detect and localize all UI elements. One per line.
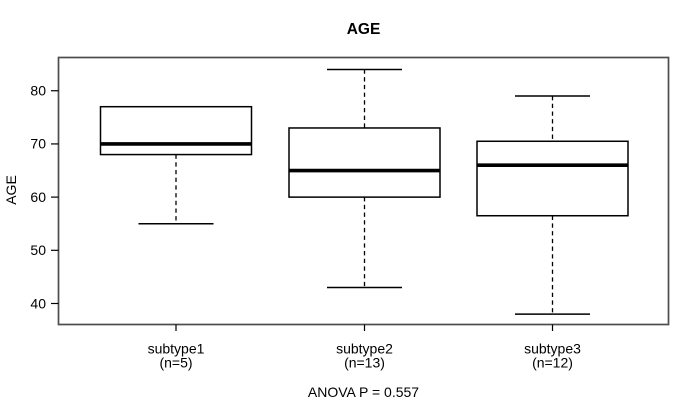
box-subtype2: [288, 127, 441, 198]
x-tick-sublabel-subtype3: (n=12): [532, 355, 573, 371]
plot-frame: [57, 56, 670, 326]
anova-p-annotation: ANOVA P = 0.557: [307, 384, 420, 400]
y-tick-label: 40: [30, 295, 46, 311]
x-tick-label-subtype1: subtype1: [148, 341, 205, 357]
x-tick-label-subtype3: subtype3: [524, 341, 581, 357]
x-tick-label-subtype2: subtype2: [336, 341, 393, 357]
chart-title: AGE: [346, 21, 381, 38]
y-tick-label: 70: [30, 136, 46, 152]
y-tick-label: 60: [30, 189, 46, 205]
box-subtype3: [476, 140, 629, 217]
box-subtype1: [99, 105, 253, 156]
y-tick-label: 80: [30, 83, 46, 99]
y-tick-label: 50: [30, 242, 46, 258]
x-tick-sublabel-subtype1: (n=5): [159, 355, 192, 371]
x-tick-sublabel-subtype2: (n=13): [344, 355, 385, 371]
